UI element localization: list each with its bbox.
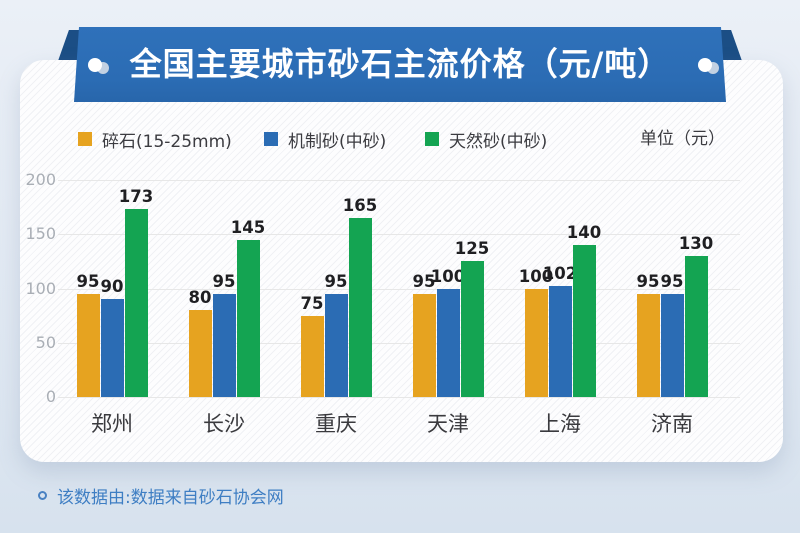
- value-label: 173: [118, 187, 154, 207]
- page-title: 全国主要城市砂石主流价格（元/吨）: [129, 45, 671, 83]
- value-label: 80: [188, 288, 212, 308]
- value-label: 165: [342, 195, 378, 215]
- y-axis-tick-label: 0: [45, 387, 56, 406]
- title-banner: 全国主要城市砂石主流价格（元/吨）: [74, 27, 726, 102]
- value-label: 125: [454, 239, 490, 259]
- value-label: 100: [430, 266, 466, 286]
- bar: [300, 315, 324, 397]
- legend-swatch-natural-sand: [425, 132, 439, 146]
- gridline: [58, 234, 740, 236]
- value-label: 75: [300, 293, 324, 313]
- value-label: 95: [412, 271, 436, 291]
- decorative-dot-right-icon: [698, 58, 712, 72]
- legend-item-natural-sand: 天然砂(中砂): [425, 129, 548, 152]
- bar: [76, 293, 100, 397]
- source-note-text: 该数据由:数据来自砂石协会网: [57, 488, 284, 508]
- x-axis-category-label: 郑州: [91, 412, 133, 436]
- legend-label: 天然砂(中砂): [449, 131, 548, 152]
- bar: [348, 217, 372, 397]
- value-label: 95: [212, 271, 236, 291]
- chart-card: 碎石(15-25mm) 机制砂(中砂) 天然砂(中砂) 单位（元） 0 50 100…: [20, 60, 783, 462]
- bar: [660, 293, 684, 397]
- legend-swatch-machine-sand: [264, 132, 278, 146]
- value-label: 130: [678, 233, 714, 253]
- circle-bullet-icon: [38, 491, 47, 500]
- value-label: 95: [636, 271, 660, 291]
- value-label: 102: [542, 264, 578, 284]
- bar: [572, 245, 596, 397]
- gridline: [58, 342, 740, 344]
- bar: [436, 288, 460, 397]
- value-label: 95: [660, 271, 684, 291]
- value-label: 100: [518, 266, 554, 286]
- source-note: 该数据由:数据来自砂石协会网: [38, 483, 284, 508]
- value-label: 90: [100, 277, 124, 297]
- value-label: 95: [76, 271, 100, 291]
- legend-item-machine-sand: 机制砂(中砂): [264, 129, 387, 152]
- gridline: [58, 180, 740, 181]
- bar: [548, 286, 572, 397]
- bar: [188, 310, 212, 397]
- gridline: [58, 288, 740, 290]
- bar: [524, 288, 548, 397]
- x-axis-category-label: 长沙: [203, 412, 245, 436]
- bar: [636, 293, 660, 397]
- y-axis-tick-label: 200: [25, 170, 56, 189]
- unit-label: 单位（元）: [640, 129, 725, 149]
- bar: [460, 261, 484, 397]
- x-axis-category-label: 重庆: [315, 412, 357, 436]
- legend-label: 机制砂(中砂): [288, 131, 387, 152]
- value-label: 140: [566, 223, 602, 243]
- legend-label: 碎石(15-25mm): [102, 131, 232, 152]
- bar: [684, 255, 708, 397]
- value-label: 145: [230, 217, 266, 237]
- decorative-dot-left-icon: [88, 58, 102, 72]
- y-axis-tick-label: 150: [25, 224, 56, 244]
- x-axis-category-label: 上海: [539, 412, 581, 436]
- bar-chart: 0 50 100 150 200 95 90 173 郑州 80 95 145 长沙 75 95 165 重庆 9…: [20, 60, 783, 462]
- bar: [124, 209, 148, 397]
- bar: [412, 293, 436, 397]
- value-label: 95: [324, 271, 348, 291]
- bar: [236, 239, 260, 397]
- y-axis-tick-label: 50: [35, 332, 56, 352]
- legend-item-crushed-stone: 碎石(15-25mm): [78, 129, 232, 152]
- legend-swatch-crushed-stone: [78, 132, 92, 146]
- bar: [212, 293, 236, 397]
- bar: [324, 293, 348, 397]
- bar: [100, 299, 124, 397]
- y-axis-tick-label: 100: [25, 278, 56, 298]
- x-axis-category-label: 济南: [651, 412, 693, 436]
- x-axis-category-label: 天津: [427, 412, 469, 436]
- gridline: [58, 397, 740, 398]
